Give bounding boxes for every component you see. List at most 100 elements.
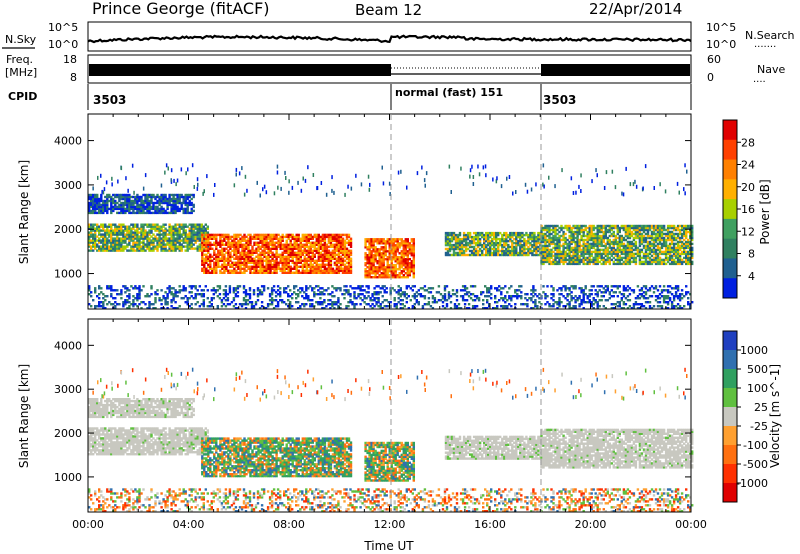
power-cell xyxy=(204,247,207,250)
power-cell xyxy=(548,256,551,260)
power-cell xyxy=(273,233,276,237)
power-cell xyxy=(140,249,143,252)
power-cell xyxy=(176,239,179,242)
power-cell xyxy=(505,241,508,245)
power-cell xyxy=(305,241,308,244)
power-cell xyxy=(406,260,409,263)
power-cell xyxy=(303,265,306,268)
power-cell xyxy=(390,248,393,251)
power-cell xyxy=(323,237,327,240)
power-cell xyxy=(560,260,563,264)
power-cell xyxy=(100,193,103,197)
power-cell xyxy=(223,253,226,256)
power-cell xyxy=(315,241,318,244)
power-cell xyxy=(235,237,238,240)
power-cell xyxy=(198,223,201,226)
power-cell xyxy=(98,209,101,213)
power-cell xyxy=(386,242,389,245)
power-cell xyxy=(98,301,101,304)
power-cell xyxy=(546,250,549,254)
power-cell xyxy=(227,237,230,240)
power-cell xyxy=(154,197,157,201)
power-cell xyxy=(172,237,175,240)
power-cell xyxy=(110,285,113,288)
power-cell xyxy=(321,235,325,239)
power-cell xyxy=(525,241,528,245)
power-cell xyxy=(188,203,191,207)
power-cell xyxy=(505,243,508,247)
power-cell xyxy=(501,243,504,247)
power-cell xyxy=(138,285,141,288)
power-cell xyxy=(349,251,353,254)
power-cell xyxy=(201,263,204,266)
power-cell xyxy=(277,239,280,242)
power-cell xyxy=(182,199,185,203)
power-cell xyxy=(450,233,454,237)
power-cell xyxy=(188,233,191,236)
power-cell xyxy=(201,247,204,250)
power-cell xyxy=(396,246,399,249)
power-cell xyxy=(124,201,127,205)
power-cell xyxy=(256,287,260,290)
power-cell xyxy=(92,225,95,228)
power-cell xyxy=(458,237,462,241)
power-cell xyxy=(586,260,589,264)
power-cell xyxy=(219,253,222,256)
power-cell xyxy=(178,207,181,211)
power-cell xyxy=(578,256,581,260)
power-cell xyxy=(464,235,468,239)
power-cell xyxy=(114,199,117,203)
power-cell xyxy=(201,253,204,256)
power-cell xyxy=(243,247,246,250)
power-cell xyxy=(478,249,482,253)
power-cell xyxy=(323,267,327,270)
power-cell xyxy=(116,205,119,209)
power-cell xyxy=(382,250,385,253)
power-cell xyxy=(150,243,153,246)
power-cell xyxy=(118,227,121,230)
power-cell xyxy=(370,264,373,267)
power-cell xyxy=(96,229,99,232)
power-cell xyxy=(140,225,143,228)
power-cell xyxy=(511,245,514,249)
power-cell xyxy=(309,255,312,258)
power-cell xyxy=(267,245,270,248)
power-cell xyxy=(386,256,389,259)
power-cell xyxy=(376,262,379,265)
power-cell xyxy=(464,237,468,241)
power-cell xyxy=(347,233,351,237)
power-cell xyxy=(291,305,294,308)
power-cell xyxy=(168,201,171,205)
power-cell xyxy=(404,260,407,263)
power-cell xyxy=(146,211,149,215)
power-cell xyxy=(251,253,254,256)
power-cell xyxy=(90,223,93,226)
power-cell xyxy=(263,265,266,268)
power-cell xyxy=(202,233,205,236)
power-cell xyxy=(138,247,141,250)
power-cell xyxy=(574,230,577,234)
power-cell xyxy=(523,253,526,257)
power-cell xyxy=(267,265,270,268)
power-cell xyxy=(317,251,320,254)
power-cell xyxy=(523,243,526,247)
power-cell xyxy=(96,201,99,205)
power-cell xyxy=(586,252,589,256)
power-cell xyxy=(339,249,343,252)
power-cell xyxy=(372,256,375,259)
power-cell xyxy=(327,259,331,262)
power-cell xyxy=(556,254,559,258)
power-cell xyxy=(525,233,528,237)
power-cell xyxy=(269,247,272,250)
power-cell xyxy=(382,272,385,275)
power-cell xyxy=(554,228,557,232)
power-cell xyxy=(406,272,409,275)
power-cell xyxy=(160,239,163,242)
power-cell xyxy=(392,248,395,251)
power-cell xyxy=(249,239,252,242)
power-cell xyxy=(110,293,113,296)
power-cell xyxy=(217,263,220,266)
power-cell xyxy=(566,242,569,246)
power-cell xyxy=(487,249,490,253)
